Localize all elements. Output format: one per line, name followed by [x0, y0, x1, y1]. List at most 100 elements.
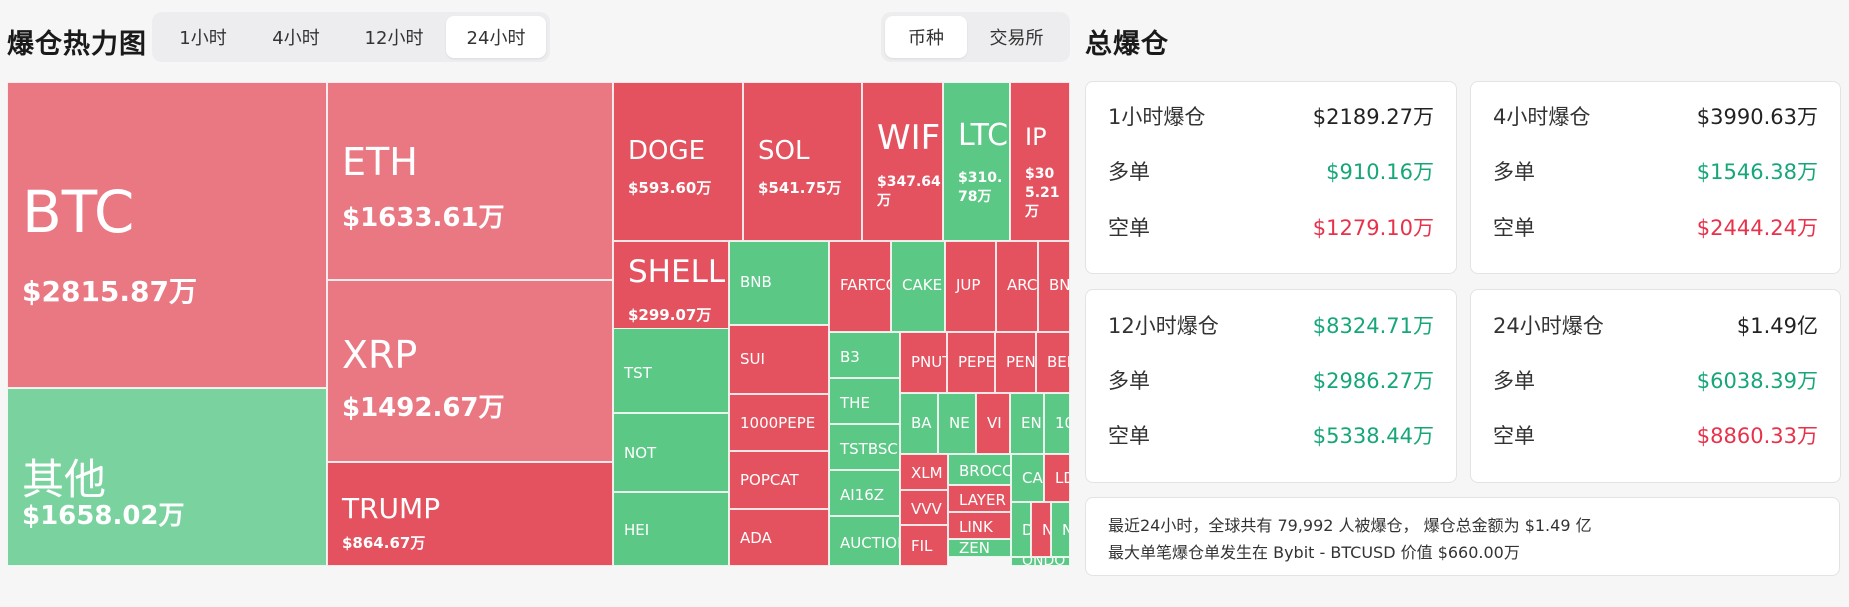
long-label: 多单: [1493, 160, 1535, 184]
heatmap-tile[interactable]: B3: [829, 332, 900, 378]
heatmap-tile[interactable]: THE: [829, 378, 900, 424]
summary-card-24h: 24小时爆仓 $1.49亿 多单 $6038.39万 空单 $8860.33万: [1470, 289, 1841, 483]
heatmap-tile[interactable]: BNB: [729, 241, 829, 325]
tile-symbol: B3: [840, 348, 860, 366]
short-value: $2444.24万: [1696, 216, 1818, 240]
heatmap-tile[interactable]: PENGU: [995, 332, 1036, 393]
tile-symbol: LD: [1055, 469, 1069, 487]
liquidation-heatmap: BTC $2815.87万 其他 $1658.02万 ETH $1633.61万 XRP $1…: [7, 82, 1070, 566]
tile-symbol: BA: [911, 414, 932, 432]
heatmap-tile[interactable]: FIL: [900, 525, 948, 566]
heatmap-tile[interactable]: BNX: [1038, 241, 1070, 332]
tile-symbol: NE: [949, 414, 970, 432]
tile-symbol: WIF: [877, 118, 941, 158]
heatmap-tile[interactable]: LD: [1044, 454, 1070, 502]
heatmap-tile[interactable]: PEPE: [947, 332, 995, 393]
tile-symbol: BERA: [1047, 353, 1069, 371]
long-label: 多单: [1108, 160, 1150, 184]
heatmap-tile[interactable]: POPCAT: [729, 451, 829, 509]
heatmap-tile[interactable]: VVV: [900, 490, 948, 525]
tile-symbol: TSTBSC: [840, 440, 898, 458]
heatmap-tile[interactable]: BTC $2815.87万: [7, 82, 327, 388]
tab-24h[interactable]: 24小时: [446, 16, 546, 58]
short-value: $1279.10万: [1312, 216, 1434, 240]
heatmap-tile[interactable]: NE: [938, 393, 976, 454]
heatmap-tile[interactable]: N: [1031, 502, 1051, 557]
heatmap-tile[interactable]: JUP: [945, 241, 996, 332]
heatmap-tile[interactable]: BROCCOLI: [948, 454, 1011, 485]
card-period-label: 24小时爆仓: [1493, 314, 1604, 338]
heatmap-tile[interactable]: 1000PEPE: [729, 394, 829, 451]
tile-symbol: VVV: [911, 500, 942, 518]
long-value: $2986.27万: [1312, 369, 1434, 393]
heatmap-tile[interactable]: XLM: [900, 454, 948, 490]
heatmap-tile[interactable]: BA: [900, 393, 938, 454]
tile-symbol: CA: [1022, 469, 1043, 487]
tile-symbol: PENGU: [1006, 353, 1036, 371]
heatmap-tile[interactable]: D: [1011, 502, 1031, 557]
tile-amount: $299.07万: [628, 306, 712, 324]
tile-amount: $593.60万: [628, 179, 712, 197]
tile-symbol: LAYER: [959, 491, 1006, 509]
heatmap-tile[interactable]: FARTCOIN: [829, 241, 891, 332]
long-label: 多单: [1493, 369, 1535, 393]
heatmap-tile[interactable]: LAYER: [948, 485, 1011, 512]
heatmap-tile[interactable]: BERA: [1036, 332, 1070, 393]
heatmap-tile[interactable]: ONDO: [1011, 557, 1070, 566]
tile-symbol: SHELL: [628, 254, 726, 290]
heatmap-tile[interactable]: TST: [613, 328, 729, 413]
info-line-largest-order: 最大单笔爆仓单发生在 Bybit - BTCUSD 价值 $660.00万: [1108, 543, 1520, 562]
tile-symbol: THE: [840, 394, 870, 412]
tile-symbol: BTC: [22, 178, 135, 246]
tile-symbol: PEPE: [958, 353, 995, 371]
tile-amount: $347.64万: [877, 174, 941, 209]
card-total-value: $1.49亿: [1736, 314, 1818, 338]
tab-1h[interactable]: 1小时: [179, 28, 227, 49]
heatmap-tile[interactable]: CAKE: [891, 241, 945, 332]
heatmap-tile[interactable]: AUCTION: [829, 516, 900, 566]
tile-symbol: 10: [1055, 414, 1069, 432]
heatmap-tile[interactable]: AI16Z: [829, 470, 900, 516]
heatmap-tile[interactable]: ARC: [996, 241, 1038, 332]
tile-symbol: DOGE: [628, 136, 706, 166]
heatmap-tile[interactable]: LINK: [948, 512, 1011, 539]
heatmap-tile[interactable]: DOGE $593.60万: [613, 82, 743, 241]
heatmap-tile[interactable]: IP $305.21万: [1010, 82, 1070, 241]
heatmap-tile[interactable]: NOT: [613, 413, 729, 492]
heatmap-tile[interactable]: HEI: [613, 492, 729, 566]
heatmap-tile[interactable]: ETH $1633.61万: [327, 82, 613, 280]
tile-symbol: NOT: [624, 444, 657, 462]
tile-symbol: SOL: [758, 136, 810, 166]
heatmap-tile[interactable]: SOL $541.75万: [743, 82, 862, 241]
heatmap-tile[interactable]: WIF $347.64万: [862, 82, 943, 241]
heatmap-tile[interactable]: XRP $1492.67万: [327, 280, 613, 462]
time-range-tabs: 1小时 4小时 12小时 24小时: [152, 12, 550, 62]
heatmap-tile[interactable]: 其他 $1658.02万: [7, 388, 327, 566]
tile-symbol: SUI: [740, 350, 765, 368]
heatmap-tile[interactable]: ADA: [729, 509, 829, 566]
heatmap-tile[interactable]: EN: [1010, 393, 1044, 454]
tile-symbol: CAKE: [902, 276, 943, 294]
heatmap-title: 爆仓热力图: [7, 29, 147, 60]
heatmap-tile[interactable]: ZEN: [948, 539, 1011, 557]
heatmap-tile[interactable]: 10: [1044, 393, 1070, 454]
heatmap-tile[interactable]: VI: [976, 393, 1010, 454]
long-value: $1546.38万: [1696, 160, 1818, 184]
tile-amount: $305.21万: [1025, 166, 1060, 220]
heatmap-tile[interactable]: TSTBSC: [829, 424, 900, 470]
tab-12h[interactable]: 12小时: [364, 28, 424, 49]
heatmap-tile[interactable]: N: [1051, 502, 1070, 557]
long-value: $910.16万: [1326, 160, 1434, 184]
tab-by-coin[interactable]: 币种: [885, 16, 967, 58]
liquidation-info-box: 最近24小时，全球共有 79,992 人被爆仓， 爆仓总金额为 $1.49 亿 …: [1085, 497, 1840, 576]
short-value: $5338.44万: [1312, 424, 1434, 448]
card-period-label: 1小时爆仓: [1108, 105, 1206, 129]
tab-by-exchange[interactable]: 交易所: [989, 28, 1044, 49]
tab-4h[interactable]: 4小时: [272, 28, 320, 49]
heatmap-tile[interactable]: CA: [1011, 454, 1044, 502]
heatmap-tile[interactable]: LTC $310.78万: [943, 82, 1010, 241]
heatmap-tile[interactable]: TRUMP $864.67万: [327, 462, 613, 566]
heatmap-tile[interactable]: PNUT: [900, 332, 947, 393]
heatmap-tile[interactable]: SUI: [729, 325, 829, 394]
tile-amount: $310.78万: [958, 170, 1003, 205]
